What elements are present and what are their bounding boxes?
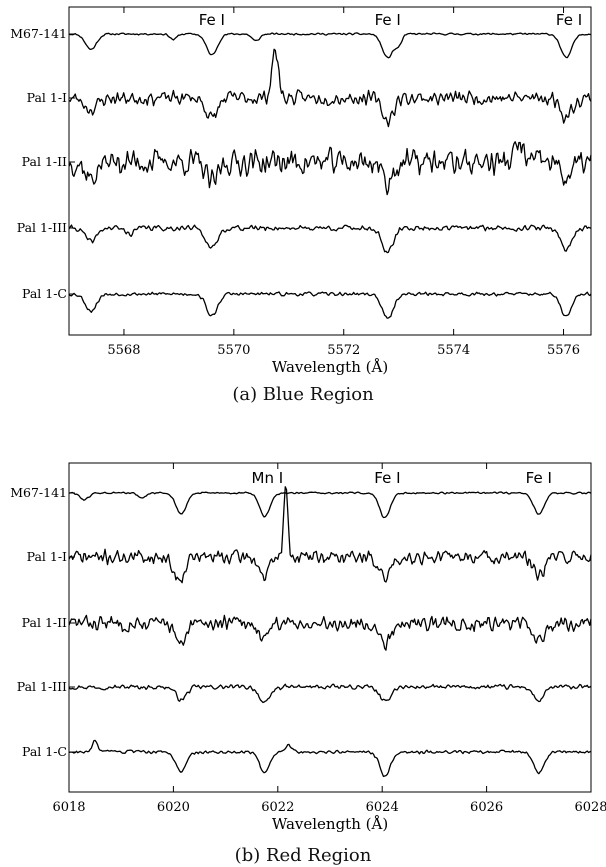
x-tick-label: 5572 (327, 343, 360, 358)
x-tick-label: 5568 (107, 343, 140, 358)
x-axis-label: Wavelength (Å) (272, 815, 388, 833)
x-tick-label: 6022 (261, 800, 294, 815)
line-id-label: Fe I (556, 11, 582, 29)
series-label: Pal 1-III (17, 220, 67, 235)
x-tick-label: 5576 (547, 343, 580, 358)
line-id-label: Fe I (526, 469, 552, 487)
spectrum-line (68, 141, 592, 196)
series-label: Pal 1-C (22, 744, 67, 759)
spectrum-line (68, 32, 592, 59)
x-tick-label: 6024 (366, 800, 399, 815)
spectrum-line (68, 48, 592, 128)
spectrum-line (68, 224, 592, 254)
spectrum-line (68, 614, 592, 651)
line-id-label: Fe I (374, 469, 400, 487)
spectrum-line (68, 491, 592, 519)
series-label: Pal 1-I (27, 90, 67, 105)
series-label: Pal 1-III (17, 679, 67, 694)
x-tick-label: 5570 (217, 343, 250, 358)
x-tick-label: 6028 (574, 800, 606, 815)
line-id-label: Fe I (199, 11, 225, 29)
series-label: Pal 1-II (22, 615, 67, 630)
x-tick-label: 6020 (157, 800, 190, 815)
panel-red-region: 6018 6020 6022 6024 6026 6028 Wavelength (Å) Mn… (10, 462, 606, 833)
series-label: Pal 1-II (22, 154, 67, 169)
x-tick-label: 6018 (52, 800, 85, 815)
series-label: Pal 1-C (22, 286, 67, 301)
series-label: M67-141 (10, 26, 67, 41)
caption-blue-region: (a) Blue Region (232, 384, 374, 405)
plot-frame (68, 462, 592, 793)
spectrum-line (68, 683, 592, 704)
caption-red-region: (b) Red Region (234, 845, 372, 866)
plot-frame (68, 6, 592, 336)
line-id-label: Mn I (252, 469, 284, 487)
x-tick-label: 6026 (470, 800, 503, 815)
x-tick-label: 5574 (437, 343, 470, 358)
series-label: M67-141 (10, 485, 67, 500)
series-label: Pal 1-I (27, 549, 67, 564)
panel-blue-region: 5568 5570 5572 5574 5576 Wavelength (Å) Fe I Fe… (10, 6, 592, 376)
spectrum-line (68, 486, 592, 584)
line-id-label: Fe I (375, 11, 401, 29)
spectrum-line (68, 291, 592, 319)
spectrum-line (68, 739, 592, 778)
x-axis-label: Wavelength (Å) (272, 358, 388, 376)
